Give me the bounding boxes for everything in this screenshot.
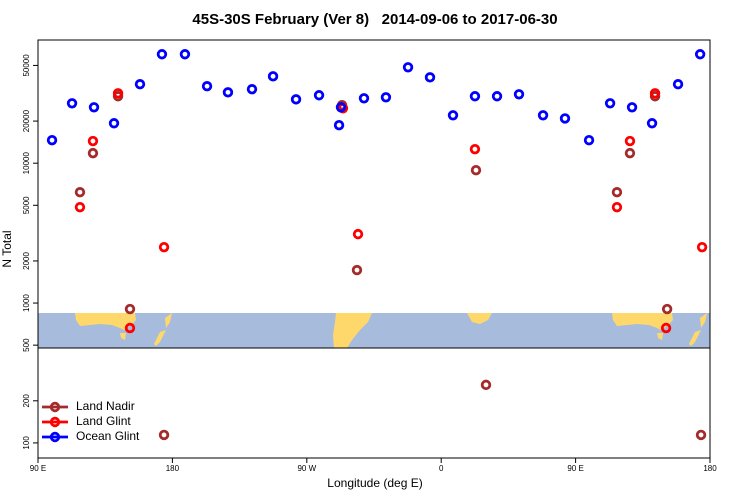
point	[124, 322, 136, 334]
point	[402, 62, 414, 73]
point	[611, 187, 623, 198]
point	[351, 264, 363, 276]
point	[470, 164, 482, 176]
x-tick-label: 180	[166, 464, 180, 473]
legend-label: Ocean Glint	[76, 429, 140, 443]
point	[447, 110, 459, 121]
y-tick-label: 1000	[22, 294, 31, 312]
point	[646, 118, 658, 129]
point	[672, 79, 684, 90]
y-axis-label: N Total	[0, 230, 14, 267]
point	[134, 79, 146, 90]
point	[74, 201, 86, 213]
point	[267, 71, 279, 82]
point	[201, 81, 213, 92]
map-strip	[38, 313, 710, 348]
point	[158, 241, 170, 253]
point	[661, 303, 673, 315]
legend-marker	[49, 416, 61, 428]
point	[352, 228, 364, 240]
ocean-band	[38, 313, 710, 348]
point	[87, 135, 99, 147]
point	[74, 187, 86, 198]
point	[604, 98, 616, 109]
point	[290, 94, 302, 105]
point	[513, 89, 525, 100]
legend-label: Land Nadir	[76, 399, 135, 413]
point	[124, 303, 136, 315]
point	[88, 102, 100, 113]
x-tick-label: 0	[439, 464, 444, 473]
point	[559, 113, 571, 124]
point	[358, 93, 370, 104]
point	[469, 91, 481, 102]
point	[624, 135, 636, 147]
x-tick-label: 90 E	[30, 464, 46, 473]
legend-marker	[49, 431, 61, 443]
point	[158, 429, 170, 441]
point	[491, 91, 503, 102]
point	[87, 147, 99, 159]
y-tick-label: 500	[22, 338, 31, 352]
point	[380, 92, 392, 103]
y-tick-label: 100	[22, 436, 31, 450]
point	[156, 49, 168, 60]
point	[624, 147, 636, 159]
y-tick-label: 200	[22, 394, 31, 408]
x-tick-label: 90 W	[297, 464, 316, 473]
point	[179, 49, 191, 60]
point	[469, 143, 481, 155]
point	[246, 84, 258, 95]
x-axis-label: Longitude (deg E)	[327, 476, 422, 490]
point	[66, 98, 78, 109]
point	[112, 88, 124, 99]
point	[649, 88, 661, 99]
point	[335, 102, 347, 113]
legend-label: Land Glint	[76, 414, 131, 428]
y-tick-label: 50000	[22, 54, 31, 77]
point	[46, 135, 58, 146]
point	[611, 201, 623, 213]
plot-frame	[37, 39, 711, 459]
point	[424, 72, 436, 83]
point	[333, 119, 345, 131]
point	[695, 429, 707, 441]
point	[660, 322, 672, 334]
legend-marker	[49, 401, 61, 413]
point	[222, 87, 234, 98]
point	[583, 135, 595, 146]
y-tick-label: 5000	[22, 196, 31, 214]
point	[696, 241, 708, 253]
point	[694, 49, 706, 60]
x-tick-label: 90 E	[567, 464, 583, 473]
point	[626, 102, 638, 113]
y-tick-label: 2000	[22, 251, 31, 269]
land	[75, 313, 707, 348]
point	[537, 110, 549, 121]
point	[108, 118, 120, 129]
chart-title: 45S-30S February (Ver 8) 2014-09-06 to 2…	[192, 11, 557, 28]
y-tick-label: 20000	[22, 109, 31, 132]
point	[313, 90, 325, 101]
x-tick-label: 180	[703, 464, 717, 473]
point	[480, 379, 492, 391]
y-tick-label: 10000	[22, 152, 31, 175]
